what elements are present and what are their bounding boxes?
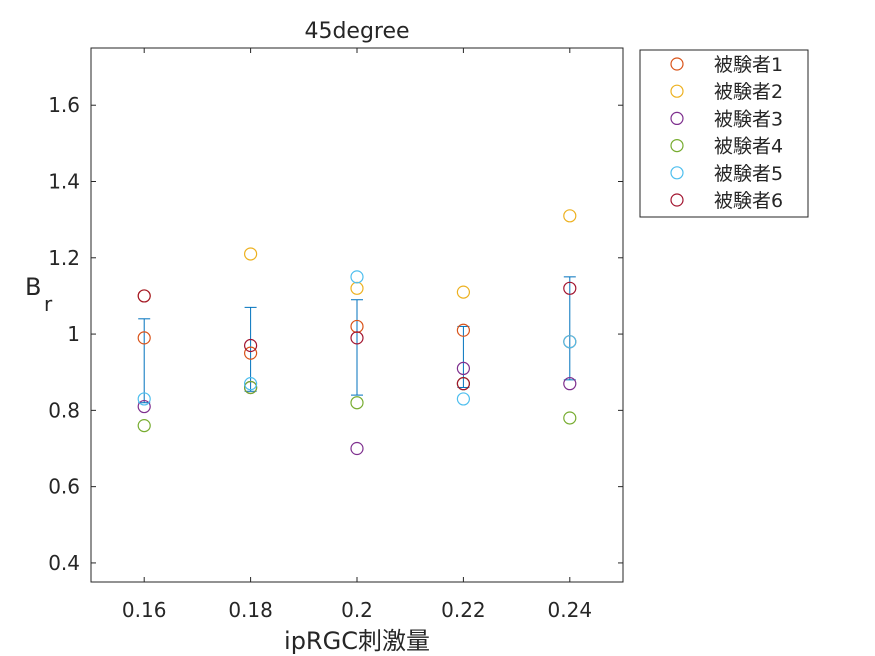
legend-marker-subject-3 xyxy=(670,111,684,126)
legend-label-subject-4: 被験者4 xyxy=(714,136,783,158)
data-point-subject-3 xyxy=(563,377,577,391)
data-point-subject-2 xyxy=(563,209,577,223)
data-point-subject-6 xyxy=(456,377,470,391)
x-tick-label: 0.2 xyxy=(341,598,373,622)
data-point-subject-5 xyxy=(563,335,577,349)
data-point-subject-6 xyxy=(563,281,577,295)
data-point-subject-4 xyxy=(244,380,258,395)
legend-marker-subject-2 xyxy=(670,84,684,98)
legend-label-subject-5: 被験者5 xyxy=(714,163,783,185)
data-point-subject-5 xyxy=(456,392,470,406)
y-tick-label: 1 xyxy=(67,322,80,346)
legend-label-subject-6: 被験者6 xyxy=(714,190,783,212)
legend-label-subject-3: 被験者3 xyxy=(714,108,783,130)
data-point-subject-3 xyxy=(350,441,364,456)
data-point-subject-6 xyxy=(350,331,364,345)
legend-marker-subject-1 xyxy=(670,57,684,71)
x-tick-label: 0.24 xyxy=(548,598,593,622)
legend-marker-subject-6 xyxy=(670,193,684,207)
chart-title: 45degree xyxy=(304,19,409,44)
data-point-subject-1 xyxy=(456,323,470,337)
legend: 被験者1 被験者2 被験者3 被験者4 被験者5 被験者6 xyxy=(639,49,809,218)
y-tick-label: 1.2 xyxy=(48,246,80,270)
data-point-subject-4 xyxy=(563,411,577,425)
y-tick-label: 0.8 xyxy=(48,398,80,422)
data-point-subject-5 xyxy=(137,392,151,406)
legend-box xyxy=(639,49,809,218)
data-point-subject-2 xyxy=(456,285,470,299)
data-point-subject-1 xyxy=(137,331,151,345)
data-point-subject-5 xyxy=(244,377,258,391)
legend-label-subject-2: 被験者2 xyxy=(714,81,783,103)
data-point-subject-4 xyxy=(137,419,151,433)
data-point-subject-6 xyxy=(244,338,258,353)
data-point-subject-4 xyxy=(350,396,364,410)
data-point-subject-2 xyxy=(244,247,258,261)
y-tick-label: 0.4 xyxy=(48,551,80,575)
data-point-subject-5 xyxy=(350,270,364,284)
x-tick-label: 0.18 xyxy=(228,598,273,622)
legend-marker-subject-4 xyxy=(670,139,684,153)
data-point-subject-6 xyxy=(137,289,151,303)
y-axis-title-subscript: r xyxy=(44,292,53,316)
x-tick-label: 0.22 xyxy=(441,598,486,622)
y-tick-label: 0.6 xyxy=(48,475,80,499)
x-tick-label: 0.16 xyxy=(122,598,167,622)
x-axis-title: ipRGC刺激量 xyxy=(284,627,430,655)
data-point-subject-3 xyxy=(456,361,470,375)
data-point-subject-1 xyxy=(244,346,258,360)
y-tick-label: 1.6 xyxy=(48,93,80,117)
data-point-subject-3 xyxy=(137,399,151,414)
legend-label-subject-1: 被験者1 xyxy=(714,54,783,76)
y-axis-title: B xyxy=(25,273,41,301)
y-tick-label: 1.4 xyxy=(48,170,80,194)
legend-marker-subject-5 xyxy=(670,166,684,180)
